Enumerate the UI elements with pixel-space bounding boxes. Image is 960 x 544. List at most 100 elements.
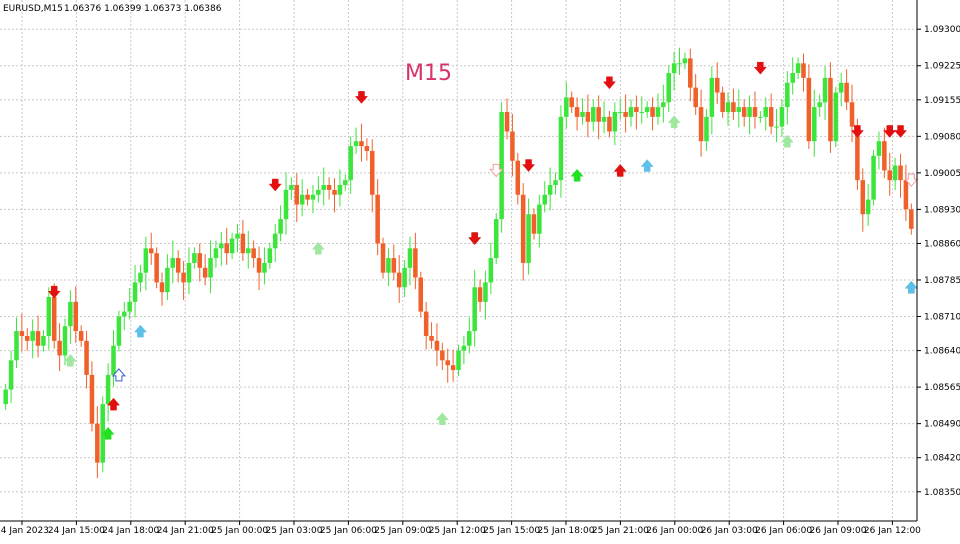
candle-bull: [628, 107, 634, 117]
candle-bear: [515, 160, 521, 195]
time-tick-label: 24 Jan 18:00: [102, 526, 159, 536]
candle-bull: [316, 189, 321, 195]
candle-bull: [537, 204, 542, 234]
candle-bull: [876, 141, 882, 156]
price-tick-label: 1.08565: [924, 383, 960, 393]
candle-bear: [240, 233, 246, 254]
candle-bull: [892, 165, 898, 181]
candle-bear: [294, 185, 300, 205]
candle-bull: [666, 73, 671, 103]
candle-bear: [197, 253, 203, 268]
time-tick-label: 25 Jan 18:00: [538, 526, 595, 536]
candle-bull: [472, 287, 477, 332]
candle-bull: [785, 82, 790, 108]
candle-bull: [122, 311, 127, 317]
candle-bear: [78, 331, 84, 341]
candle-bull: [310, 194, 316, 200]
candle-bear: [741, 107, 747, 117]
candle-bear: [714, 77, 720, 93]
candle-bull: [321, 185, 327, 190]
down-arrow-icon: [522, 159, 536, 172]
candle-bull: [580, 111, 585, 117]
candle-bull: [467, 331, 472, 346]
candle-bull: [30, 331, 35, 341]
time-tick-label: 26 Jan 06:00: [755, 526, 812, 536]
candle-bull: [41, 335, 46, 346]
candle-bear: [154, 253, 159, 283]
candle-bull: [127, 301, 132, 312]
time-tick-label: 25 Jan 12:00: [429, 526, 486, 536]
symbol-period-label: EURUSD,M15: [3, 4, 63, 14]
candle-bear: [57, 340, 62, 356]
candle-bull: [111, 345, 116, 375]
candle-bull: [192, 253, 197, 263]
candle-bull: [272, 233, 278, 249]
candle-bull: [488, 258, 494, 283]
up-arrow-icon: [780, 134, 794, 148]
candle-bull: [208, 258, 213, 278]
candle-bull: [278, 219, 283, 234]
candle-bull: [795, 63, 801, 74]
candle-bear: [855, 126, 860, 181]
candle-bear: [510, 131, 515, 161]
candle-bull: [661, 102, 666, 108]
candle-bull: [617, 111, 623, 113]
candle-bull: [116, 316, 122, 346]
candle-bull: [213, 248, 219, 259]
candle-bull: [822, 77, 828, 103]
candle-bear: [698, 107, 704, 142]
candle-bull: [553, 180, 558, 186]
candle-bear: [89, 374, 95, 424]
candle-bear: [423, 311, 429, 336]
price-tick-label: 1.09080: [924, 132, 960, 142]
candle-bear: [650, 107, 655, 117]
price-tick-label: 1.08930: [924, 205, 960, 215]
candle-bear: [887, 170, 893, 181]
candle-bull: [337, 185, 343, 195]
candle-bull: [838, 82, 844, 93]
candle-bull: [812, 107, 817, 142]
candle-bull: [612, 111, 618, 132]
candle-bear: [623, 111, 628, 117]
down-arrow-icon: [602, 76, 616, 90]
candle-bull: [644, 107, 650, 112]
candle-bear: [429, 335, 434, 341]
candle-bear: [445, 360, 450, 366]
time-tick-label: 24 Jan 15:00: [48, 526, 105, 536]
candle-bear: [504, 111, 510, 132]
candle-bear: [364, 146, 370, 151]
candle-bull: [499, 111, 504, 220]
candle-bull: [132, 282, 138, 302]
candle-bull: [267, 248, 273, 263]
down-arrow-icon: [883, 125, 897, 138]
candle-bull: [736, 107, 742, 112]
down-arrow-icon: [893, 125, 908, 138]
candle-bull: [3, 389, 8, 405]
candle-bear: [24, 335, 30, 341]
candle-bear: [440, 350, 445, 361]
price-tick-label: 1.09155: [924, 96, 960, 106]
candle-bull: [386, 258, 391, 273]
up-arrow-icon: [106, 397, 121, 411]
candle-bull: [138, 272, 143, 283]
candle-bull: [262, 262, 267, 273]
candle-bear: [159, 282, 165, 293]
time-tick-label: 25 Jan 15:00: [483, 526, 540, 536]
candle-bear: [369, 150, 375, 195]
time-tick-label: 26 Jan 12:00: [864, 526, 921, 536]
candle-bear: [569, 97, 574, 108]
candle-bear: [224, 243, 229, 254]
candle-bear: [828, 77, 833, 142]
ohlc-values: 1.06376 1.06399 1.06373 1.06386: [64, 4, 222, 14]
candle-bear: [202, 267, 208, 278]
price-tick-label: 1.08490: [924, 420, 960, 430]
candle-bear: [450, 365, 456, 371]
candle-bear: [396, 272, 402, 288]
candle-bull: [219, 243, 224, 249]
candle-bear: [84, 340, 89, 375]
up-arrow-icon: [667, 115, 681, 128]
candle-bear: [720, 92, 725, 112]
candle-bear: [731, 102, 736, 112]
